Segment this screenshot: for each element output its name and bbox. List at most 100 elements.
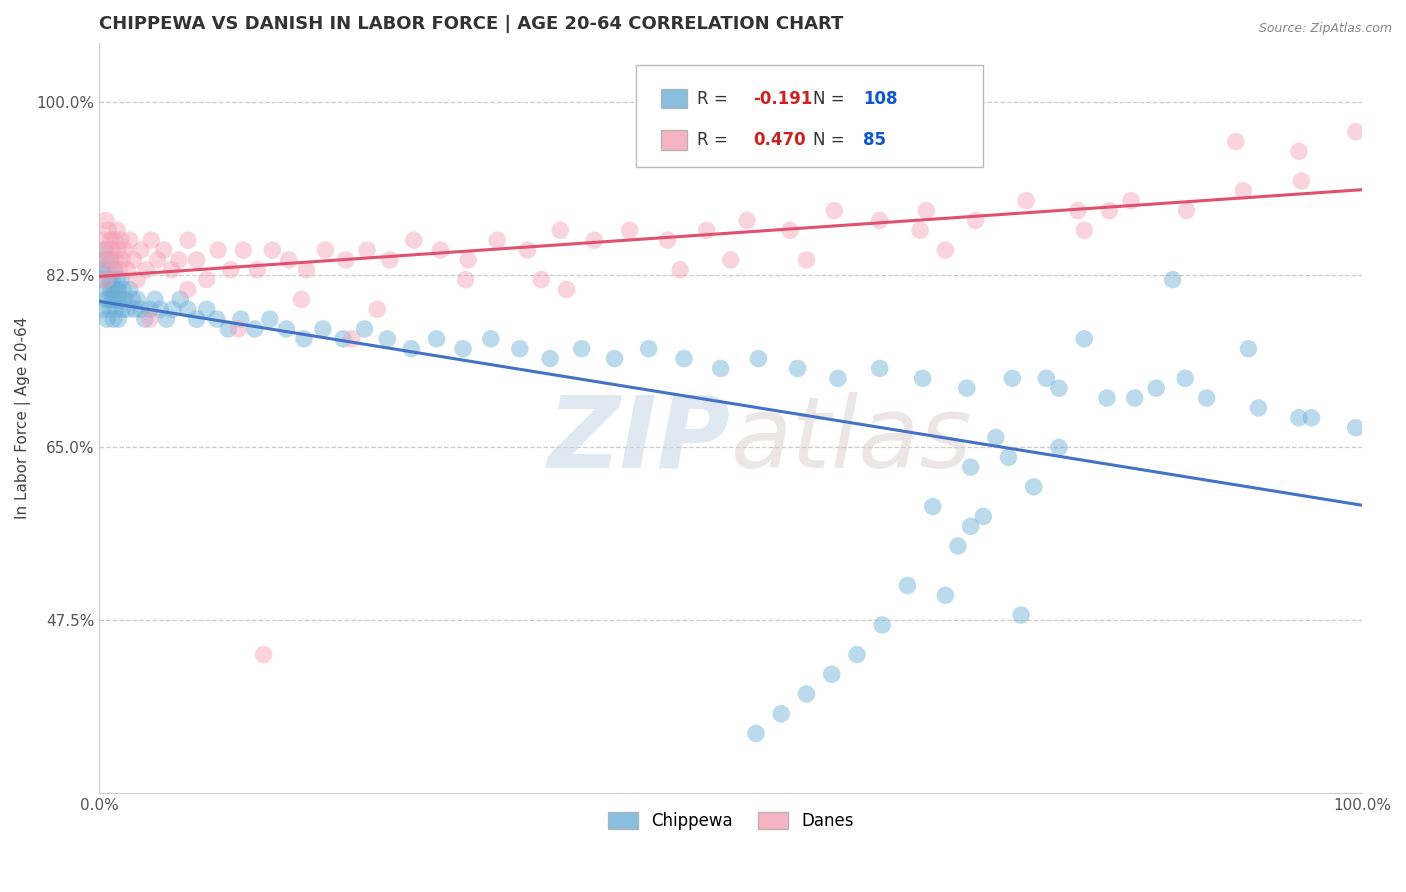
- Point: [108, 293, 131, 307]
- Text: 85: 85: [863, 131, 886, 149]
- Point: [1247, 401, 1270, 415]
- Point: [96, 312, 118, 326]
- Point: [104, 252, 127, 267]
- Point: [114, 293, 136, 307]
- Point: [1119, 194, 1142, 208]
- Point: [195, 302, 218, 317]
- Point: [583, 233, 606, 247]
- Point: [1144, 381, 1167, 395]
- Point: [735, 213, 758, 227]
- Text: R =: R =: [696, 90, 733, 108]
- Point: [538, 351, 561, 366]
- Point: [516, 243, 538, 257]
- Point: [619, 223, 641, 237]
- Point: [934, 588, 956, 602]
- Point: [110, 233, 132, 247]
- Point: [1010, 608, 1032, 623]
- Point: [103, 293, 125, 307]
- Text: N =: N =: [813, 131, 849, 149]
- Point: [107, 312, 129, 326]
- Point: [1174, 371, 1197, 385]
- Point: [177, 233, 200, 247]
- Point: [1047, 441, 1070, 455]
- Point: [1123, 391, 1146, 405]
- Point: [96, 243, 118, 257]
- Point: [934, 243, 956, 257]
- Point: [162, 302, 184, 317]
- Point: [869, 213, 891, 227]
- Point: [710, 361, 733, 376]
- Point: [232, 243, 254, 257]
- Point: [101, 293, 124, 307]
- Point: [100, 283, 122, 297]
- Point: [205, 312, 228, 326]
- Point: [127, 273, 149, 287]
- Point: [555, 283, 578, 297]
- Point: [796, 252, 818, 267]
- Point: [1098, 203, 1121, 218]
- Text: Source: ZipAtlas.com: Source: ZipAtlas.com: [1258, 22, 1392, 36]
- Point: [141, 233, 163, 247]
- Point: [276, 322, 298, 336]
- Point: [98, 302, 121, 317]
- Point: [94, 293, 117, 307]
- Point: [107, 243, 129, 257]
- Point: [1073, 223, 1095, 237]
- Point: [457, 252, 479, 267]
- Point: [135, 262, 157, 277]
- Point: [103, 312, 125, 326]
- Point: [375, 332, 398, 346]
- Point: [122, 252, 145, 267]
- Point: [571, 342, 593, 356]
- Point: [91, 273, 114, 287]
- Point: [97, 223, 120, 237]
- Point: [149, 302, 172, 317]
- Point: [1073, 332, 1095, 346]
- Point: [139, 312, 162, 326]
- Point: [796, 687, 818, 701]
- Point: [139, 302, 162, 317]
- Point: [720, 252, 742, 267]
- Point: [107, 283, 129, 297]
- Point: [295, 262, 318, 277]
- Point: [105, 273, 128, 287]
- Point: [696, 223, 718, 237]
- Point: [226, 322, 249, 336]
- Point: [243, 322, 266, 336]
- Point: [98, 273, 121, 287]
- Point: [100, 252, 122, 267]
- Point: [111, 252, 134, 267]
- Point: [402, 233, 425, 247]
- Point: [114, 243, 136, 257]
- Point: [104, 283, 127, 297]
- Point: [1095, 391, 1118, 405]
- Point: [1175, 203, 1198, 218]
- Point: [669, 262, 692, 277]
- Point: [672, 351, 695, 366]
- Y-axis label: In Labor Force | Age 20-64: In Labor Force | Age 20-64: [15, 317, 31, 519]
- Point: [921, 500, 943, 514]
- Point: [1344, 125, 1367, 139]
- Point: [1301, 410, 1323, 425]
- Point: [91, 302, 114, 317]
- Point: [425, 332, 447, 346]
- Point: [229, 312, 252, 326]
- Text: R =: R =: [696, 131, 733, 149]
- Point: [896, 578, 918, 592]
- Point: [823, 203, 845, 218]
- Point: [93, 233, 115, 247]
- Point: [103, 233, 125, 247]
- Point: [429, 243, 451, 257]
- FancyBboxPatch shape: [661, 89, 686, 109]
- Point: [340, 332, 363, 346]
- Point: [186, 312, 208, 326]
- Point: [105, 293, 128, 307]
- Point: [167, 252, 190, 267]
- Point: [115, 302, 138, 317]
- Point: [96, 283, 118, 297]
- Point: [747, 351, 769, 366]
- Point: [846, 648, 869, 662]
- Point: [94, 213, 117, 227]
- Point: [217, 322, 239, 336]
- Point: [1225, 135, 1247, 149]
